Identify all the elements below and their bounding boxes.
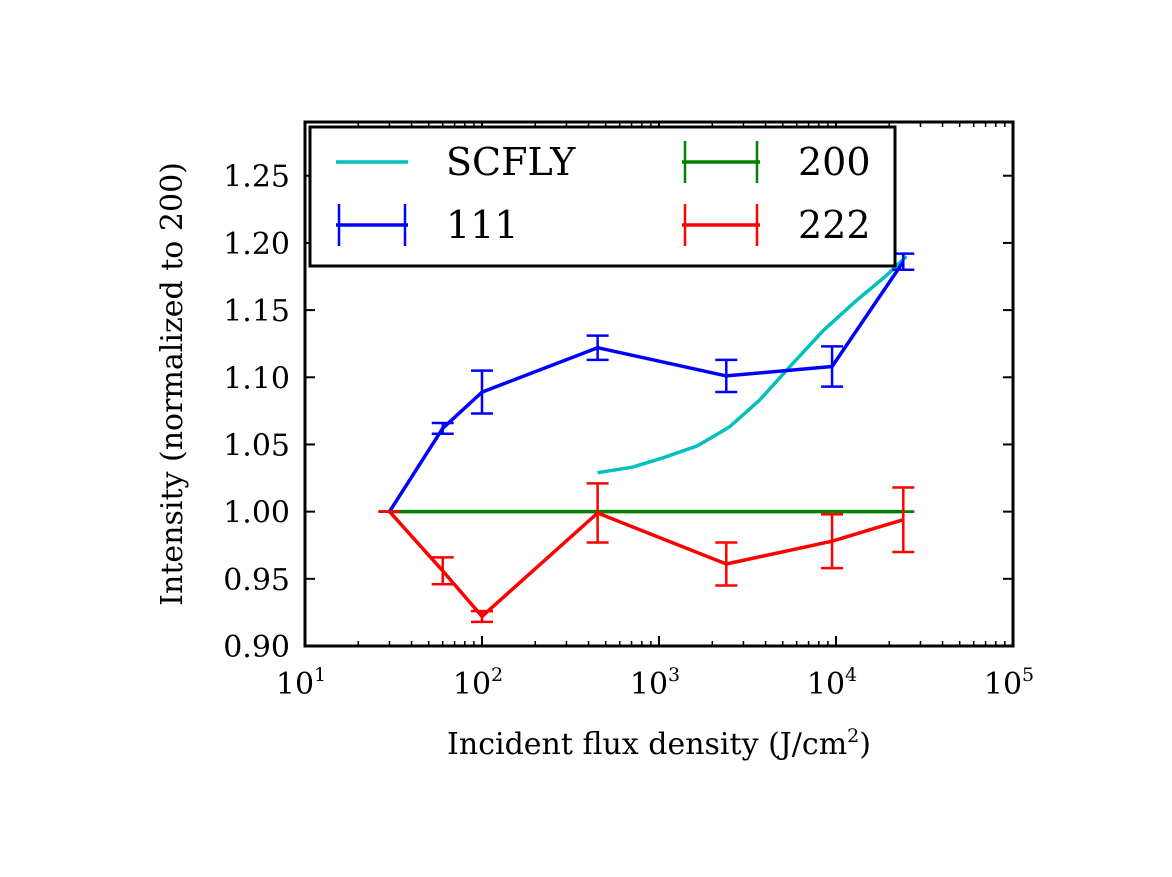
y-tick-label: 1.15 [223, 294, 290, 329]
plot-marks [378, 252, 915, 624]
series-222-line [388, 510, 904, 619]
legend: SCFLY 111 200 222 [308, 125, 897, 268]
axis-ticks [304, 122, 1014, 647]
legend-entries: SCFLY 111 200 222 [336, 140, 871, 247]
series-scfly-line [597, 255, 908, 475]
legend-item-111-label: 111 [446, 203, 519, 247]
y-tick-label: 1.20 [223, 227, 290, 262]
legend-box [308, 125, 897, 268]
y-tick-label: 0.90 [223, 630, 290, 665]
legend-item-scfly-label: SCFLY [446, 140, 576, 184]
x-tick-label: 105 [984, 664, 1034, 702]
legend-item-111: 111 [336, 203, 519, 247]
x-tick-label: 102 [453, 664, 503, 702]
legend-item-200-label: 200 [798, 140, 871, 184]
y-tick-label: 1.25 [223, 160, 290, 195]
legend-item-222-label: 222 [798, 203, 871, 247]
legend-item-222: 222 [682, 203, 871, 247]
y-tick-label: 0.95 [223, 563, 290, 598]
x-axis-label: Incident flux density (J/cm2) [447, 725, 871, 762]
y-tick-label: 1.00 [223, 496, 290, 531]
legend-item-scfly: SCFLY [336, 140, 576, 184]
y-tick-label: 1.10 [223, 361, 290, 396]
y-axis-label: Intensity (normalized to 200) [155, 162, 190, 606]
y-tick-label: 1.05 [223, 428, 290, 463]
x-tick-label: 104 [807, 664, 857, 702]
legend-item-200: 200 [682, 140, 871, 184]
x-tick-label: 103 [630, 664, 680, 702]
axis-tick-labels: 101 102 103 104 105 0.90 0.95 1.00 1.05 1.10 1.15 1… [223, 160, 1034, 702]
x-tick-label: 101 [276, 664, 326, 702]
